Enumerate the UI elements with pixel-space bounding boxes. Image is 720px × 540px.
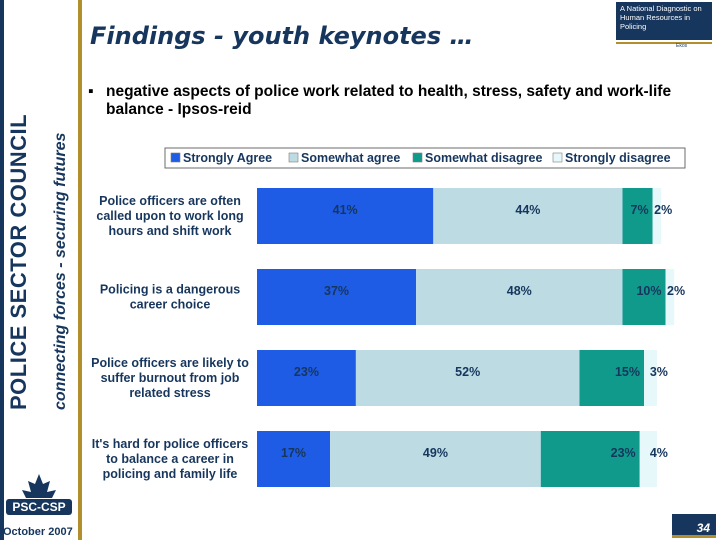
data-label-somewhat-disagree-1: 7% [631, 203, 649, 217]
maple-leaf-icon [22, 474, 56, 498]
bar-strongly-agree-1 [257, 188, 434, 244]
data-label-strongly-agree-4: 17% [281, 446, 306, 460]
data-label-strongly-agree-2: 37% [324, 284, 349, 298]
stacked-bar-chart: Strongly Agree Somewhat agree Somewhat dis… [91, 147, 686, 487]
data-label-strongly-agree-1: 41% [333, 203, 358, 217]
bar-strongly-disagree-2 [665, 269, 675, 325]
bar-somewhat-agree-4 [330, 431, 541, 487]
data-label-somewhat-disagree-3: 15% [615, 365, 640, 379]
data-label-somewhat-agree-1: 44% [515, 203, 540, 217]
psc-logo: PSC-CSP [6, 474, 72, 515]
logo-text: PSC-CSP [12, 500, 65, 514]
badge-small-text: Ekos [676, 43, 688, 49]
category-label-2: Policing is a dangerous career choice [100, 283, 240, 312]
bar-strongly-agree-4 [257, 431, 331, 487]
bar-somewhat-agree-3 [355, 350, 580, 406]
legend-label-strongly-agree: Strongly Agree [183, 151, 272, 165]
data-label-strongly-agree-3: 23% [294, 365, 319, 379]
bar-strongly-disagree-4 [639, 431, 657, 487]
bullet-point: ▪ negative aspects of police work related… [88, 83, 700, 119]
category-label-4: It's hard for police officers to balance … [92, 437, 249, 481]
sidebar-rule-gold [78, 0, 82, 540]
data-label-somewhat-agree-4: 49% [423, 446, 448, 460]
data-label-strongly-disagree-2: 2% [667, 284, 685, 298]
data-label-somewhat-disagree-4: 23% [611, 446, 636, 460]
sidebar: POLICE SECTOR COUNCIL connecting forces … [0, 0, 82, 540]
data-label-strongly-disagree-4: 4% [650, 446, 668, 460]
legend-swatch-somewhat-disagree [412, 152, 423, 163]
bar-somewhat-agree-2 [416, 269, 623, 325]
legend-label-somewhat-agree: Somewhat agree [301, 151, 400, 165]
legend-label-strongly-disagree: Strongly disagree [565, 151, 671, 165]
legend-swatch-strongly-agree [170, 152, 181, 163]
org-tagline: connecting forces - securing futures [52, 132, 69, 410]
bar-strongly-disagree-3 [644, 350, 657, 406]
bar-somewhat-disagree-1 [622, 188, 653, 244]
bullet-marker: ▪ [88, 83, 94, 100]
data-label-somewhat-agree-3: 52% [455, 365, 480, 379]
sidebar-rule-navy [0, 0, 4, 540]
legend-label-somewhat-disagree: Somewhat disagree [425, 151, 542, 165]
bar-somewhat-disagree-2 [622, 269, 666, 325]
org-name: POLICE SECTOR COUNCIL [6, 113, 31, 410]
page-title: Findings - youth keynotes … [90, 22, 474, 50]
bar-somewhat-disagree-3 [579, 350, 644, 406]
slide-number: 34 [672, 514, 716, 538]
category-label-3: Police officers are likely to suffer burn… [91, 356, 249, 400]
bar-strongly-agree-2 [257, 269, 417, 325]
data-label-strongly-disagree-1: 2% [654, 203, 672, 217]
legend-swatch-strongly-disagree [552, 152, 563, 163]
bar-strongly-agree-3 [257, 350, 356, 406]
badge-rule [616, 42, 712, 44]
legend-swatch-somewhat-agree [288, 152, 299, 163]
bar-strongly-disagree-1 [652, 188, 662, 244]
category-label-1: Police officers are often called upon to … [96, 194, 243, 238]
bullet-text: negative aspects of police work related … [106, 83, 672, 118]
bar-somewhat-disagree-4 [540, 431, 640, 487]
data-label-somewhat-agree-2: 48% [507, 284, 532, 298]
data-label-somewhat-disagree-2: 10% [636, 284, 661, 298]
report-date: October 2007 [3, 526, 73, 538]
bar-somewhat-agree-1 [433, 188, 623, 244]
data-label-strongly-disagree-3: 3% [650, 365, 668, 379]
diagnostic-badge: A National Diagnostic on Human Resources… [616, 2, 712, 40]
